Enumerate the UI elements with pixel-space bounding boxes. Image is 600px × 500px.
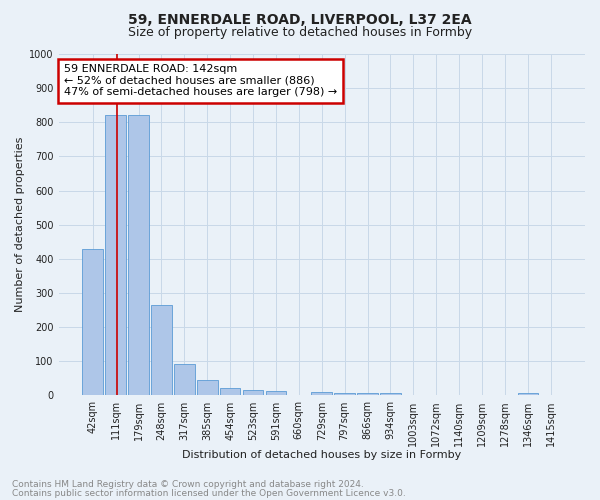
- Text: Size of property relative to detached houses in Formby: Size of property relative to detached ho…: [128, 26, 472, 39]
- Bar: [174, 364, 194, 396]
- Text: Contains HM Land Registry data © Crown copyright and database right 2024.: Contains HM Land Registry data © Crown c…: [12, 480, 364, 489]
- Text: 59, ENNERDALE ROAD, LIVERPOOL, L37 2EA: 59, ENNERDALE ROAD, LIVERPOOL, L37 2EA: [128, 12, 472, 26]
- Bar: [334, 394, 355, 396]
- Bar: [518, 392, 538, 396]
- Bar: [106, 116, 126, 396]
- Text: Contains public sector information licensed under the Open Government Licence v3: Contains public sector information licen…: [12, 489, 406, 498]
- Bar: [151, 305, 172, 396]
- Bar: [128, 116, 149, 396]
- Bar: [266, 392, 286, 396]
- Y-axis label: Number of detached properties: Number of detached properties: [15, 137, 25, 312]
- Bar: [311, 392, 332, 396]
- Text: 59 ENNERDALE ROAD: 142sqm
← 52% of detached houses are smaller (886)
47% of semi: 59 ENNERDALE ROAD: 142sqm ← 52% of detac…: [64, 64, 337, 98]
- X-axis label: Distribution of detached houses by size in Formby: Distribution of detached houses by size …: [182, 450, 461, 460]
- Bar: [357, 394, 378, 396]
- Bar: [197, 380, 218, 396]
- Bar: [380, 394, 401, 396]
- Bar: [243, 390, 263, 396]
- Bar: [82, 248, 103, 396]
- Bar: [220, 388, 241, 396]
